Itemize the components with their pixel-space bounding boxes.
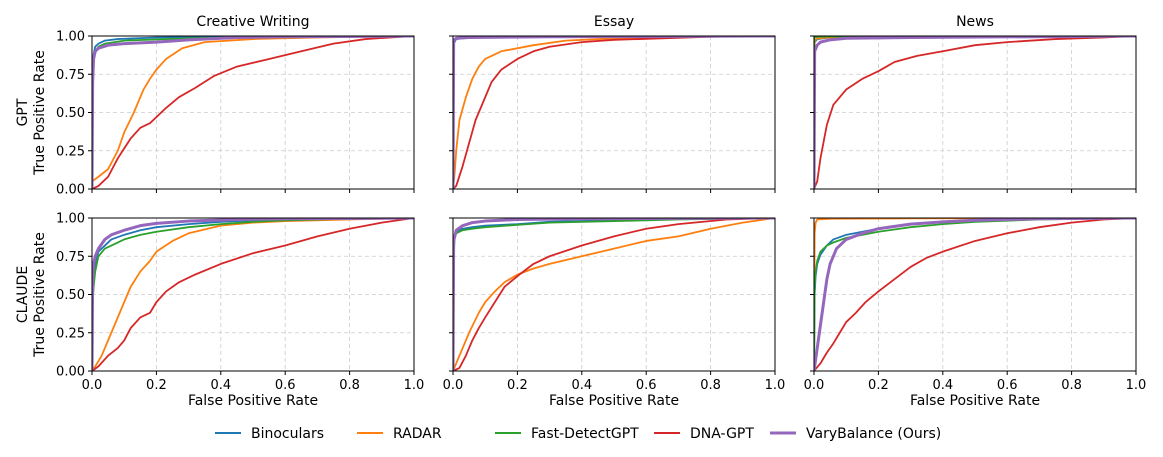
panel-title-news: News	[956, 14, 994, 30]
y-tick-label: 1.00	[56, 212, 85, 227]
series-line-radar	[453, 218, 775, 371]
row-label-gpt: GPT True Positive Rate	[15, 50, 48, 176]
y-tick-label: 0.50	[56, 106, 85, 121]
series-group	[453, 218, 775, 371]
series-group	[92, 36, 414, 189]
y-tick-label: 0.00	[56, 183, 85, 198]
panel-title-essay: Essay	[594, 14, 634, 30]
y-tick-label: 0.75	[56, 68, 85, 83]
panel-gpt-creative-writing: 0.00 0.25 0.50 0.75 1.00	[56, 30, 415, 198]
legend-item-varybalance-ours: VaryBalance (Ours)	[770, 426, 941, 442]
x-tick-label: 0.8	[339, 378, 360, 393]
series-line-varybalance-ours	[92, 36, 414, 189]
x-axis-label: False Positive Rate	[188, 393, 318, 409]
panel-claude-creative-writing: 0.0 0.2 0.4 0.6 0.8 1.0 0.00 0.25 0.50 0.75 1.00 Fa…	[56, 212, 424, 410]
y-tick-label: 1.00	[56, 30, 85, 45]
panel-gpt-news	[810, 35, 1137, 193]
x-tick-label: 0.6	[636, 378, 657, 393]
x-tick-label: 0.2	[146, 378, 167, 393]
panel-gpt-essay	[449, 35, 776, 193]
x-tick-label: 0.6	[275, 378, 296, 393]
panel-title-creative-writing: Creative Writing	[196, 14, 309, 30]
row-name: CLAUDE	[15, 266, 31, 323]
y-tick-label: 0.25	[56, 144, 85, 159]
x-tick-label: 0.0	[804, 378, 825, 393]
legend-item-radar: RADAR	[357, 426, 442, 442]
row-name: GPT	[15, 98, 31, 126]
x-tick-label: 0.0	[443, 378, 464, 393]
y-tick-label: 0.50	[56, 288, 85, 303]
y-axis-label: True Positive Rate	[32, 232, 48, 358]
x-tick-label: 0.8	[1061, 378, 1082, 393]
series-line-radar	[453, 36, 775, 189]
x-tick-label: 0.2	[507, 378, 528, 393]
y-tick-label: 0.75	[56, 250, 85, 265]
x-tick-label: 0.2	[868, 378, 889, 393]
series-line-fast-detectgpt	[92, 218, 414, 371]
series-line-varybalance-ours	[453, 36, 775, 189]
row-label-claude: CLAUDE True Positive Rate	[15, 232, 48, 358]
series-line-dna-gpt	[453, 218, 775, 371]
x-tick-label: 1.0	[1126, 378, 1147, 393]
series-line-varybalance-ours	[814, 218, 1136, 371]
series-line-dna-gpt	[92, 36, 414, 189]
x-tick-label: 1.0	[404, 378, 425, 393]
y-axis-label: True Positive Rate	[32, 50, 48, 176]
x-tick-label: 0.4	[210, 378, 231, 393]
x-tick-label: 0.4	[571, 378, 592, 393]
x-tick-label: 0.6	[997, 378, 1018, 393]
legend-label: DNA-GPT	[690, 426, 754, 442]
series-group	[92, 218, 414, 371]
series-line-dna-gpt	[92, 218, 414, 371]
legend: Binoculars RADAR Fast-DetectGPT DNA-GPT Vary…	[215, 426, 941, 442]
legend-item-dna-gpt: DNA-GPT	[654, 426, 754, 442]
x-tick-label: 1.0	[765, 378, 786, 393]
series-line-varybalance-ours	[814, 36, 1136, 189]
series-line-varybalance-ours	[92, 218, 414, 371]
x-axis-label: False Positive Rate	[549, 393, 679, 409]
y-tick-label: 0.25	[56, 326, 85, 341]
legend-label: RADAR	[393, 426, 442, 442]
legend-label: Binoculars	[251, 426, 324, 442]
x-axis-label: False Positive Rate	[910, 393, 1040, 409]
series-group	[453, 36, 775, 189]
series-line-dna-gpt	[814, 218, 1136, 371]
x-tick-label: 0.8	[700, 378, 721, 393]
series-line-dna-gpt	[453, 36, 775, 189]
series-line-varybalance-ours	[453, 218, 775, 371]
series-line-dna-gpt	[814, 36, 1136, 189]
x-tick-label: 0.0	[82, 378, 103, 393]
x-tick-label: 0.4	[932, 378, 953, 393]
y-tick-label: 0.00	[56, 365, 85, 380]
panel-claude-news: 0.0 0.2 0.4 0.6 0.8 1.0 False Positive Rate	[804, 217, 1147, 409]
legend-item-fast-detectgpt: Fast-DetectGPT	[495, 426, 639, 442]
legend-label: Fast-DetectGPT	[531, 426, 639, 442]
legend-item-binoculars: Binoculars	[215, 426, 324, 442]
panel-claude-essay: 0.0 0.2 0.4 0.6 0.8 1.0 False Positive Rate	[443, 217, 786, 409]
legend-label: VaryBalance (Ours)	[806, 426, 941, 442]
series-line-radar	[92, 36, 414, 183]
